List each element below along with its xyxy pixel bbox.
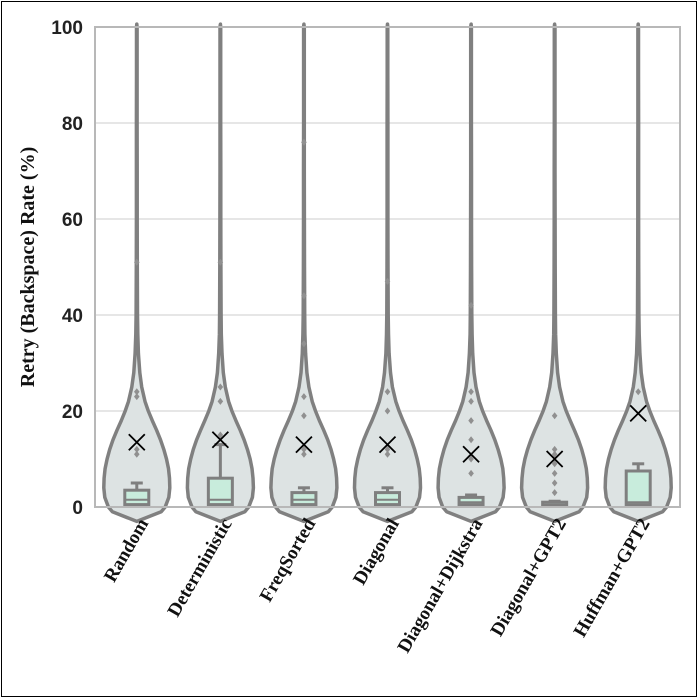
mean-marker	[629, 404, 647, 423]
outlier-point	[468, 469, 474, 477]
outlier-point	[384, 277, 391, 285]
mean-marker	[378, 435, 397, 454]
outlier-point	[468, 397, 474, 405]
outlier-point	[301, 450, 307, 458]
y-tick-label: 100	[51, 18, 83, 39]
violin-body	[603, 22, 673, 524]
y-tick-label: 20	[62, 402, 83, 423]
outlier-point	[551, 460, 558, 468]
outlier-point	[468, 436, 474, 444]
y-tick-label: 0	[72, 498, 83, 519]
x-tick-label: Random	[100, 515, 153, 586]
violin-body	[185, 22, 256, 524]
violin-body	[269, 22, 339, 524]
mean-marker	[295, 435, 313, 454]
box-layer	[123, 443, 652, 508]
outlier-point	[468, 417, 474, 425]
outlier-point	[133, 258, 140, 266]
x-tick-label: Huffman+GPT2	[570, 515, 655, 641]
y-tick-label: 40	[62, 306, 83, 327]
outlier-point	[133, 393, 140, 401]
violin-layer	[102, 22, 673, 524]
outlier-point	[301, 393, 307, 401]
outlier-point	[301, 292, 307, 300]
outlier-point	[301, 412, 307, 420]
outlier-point	[384, 445, 391, 453]
mean-marker	[128, 433, 146, 451]
outlier-point	[635, 388, 642, 396]
outlier-point	[384, 388, 391, 396]
outlier-point	[551, 489, 558, 497]
violin-body	[102, 22, 172, 524]
x-tick-label: Diagonal	[349, 515, 404, 589]
outlier-point	[384, 407, 391, 415]
box-iqr	[624, 469, 652, 507]
y-axis-label: Retry (Backspace) Rate (%)	[17, 147, 39, 387]
x-tick-label: FreqSorted	[256, 515, 321, 606]
outlier-point	[133, 388, 140, 396]
violin-body	[436, 22, 506, 524]
outlier-point	[217, 383, 224, 391]
outlier-point	[301, 445, 307, 453]
violin-body	[352, 22, 423, 524]
outlier-point	[133, 445, 140, 453]
y-tick-labels: 0 20 40 60 80 100	[51, 18, 83, 519]
outlier-point	[551, 469, 558, 477]
box-iqr	[123, 488, 151, 507]
outlier-point	[551, 445, 558, 453]
x-tick-label: Diagonal+Dijkstra	[394, 515, 488, 657]
outlier-layer	[133, 138, 642, 497]
mean-marker	[211, 431, 229, 449]
outlier-point	[217, 397, 224, 405]
x-tick-labels: Random Deterministic FreqSorted DiagonalDia…	[100, 515, 654, 657]
mean-marker	[546, 450, 564, 468]
outlier-point	[217, 258, 224, 266]
outlier-point	[551, 450, 558, 458]
outlier-point	[133, 450, 140, 458]
outlier-point	[468, 388, 474, 396]
mean-marker	[462, 445, 480, 463]
mean-marker-layer	[128, 404, 647, 468]
outlier-point	[301, 340, 307, 348]
outlier-point	[468, 301, 474, 309]
outlier-point	[217, 431, 224, 439]
outlier-point	[551, 412, 558, 420]
outlier-point	[551, 479, 558, 487]
y-tick-label: 80	[62, 114, 83, 135]
outlier-point	[384, 450, 391, 458]
outlier-point	[468, 455, 474, 463]
box-iqr	[374, 491, 401, 507]
y-tick-label: 60	[62, 210, 83, 231]
violin-body	[519, 22, 590, 524]
box-iqr	[290, 491, 318, 507]
x-tick-label: Diagonal+GPT2	[487, 515, 571, 640]
x-tick-label: Deterministic	[164, 515, 237, 621]
plot-area-border	[94, 26, 681, 508]
outlier-point	[301, 138, 307, 146]
box-iqr	[457, 495, 485, 507]
